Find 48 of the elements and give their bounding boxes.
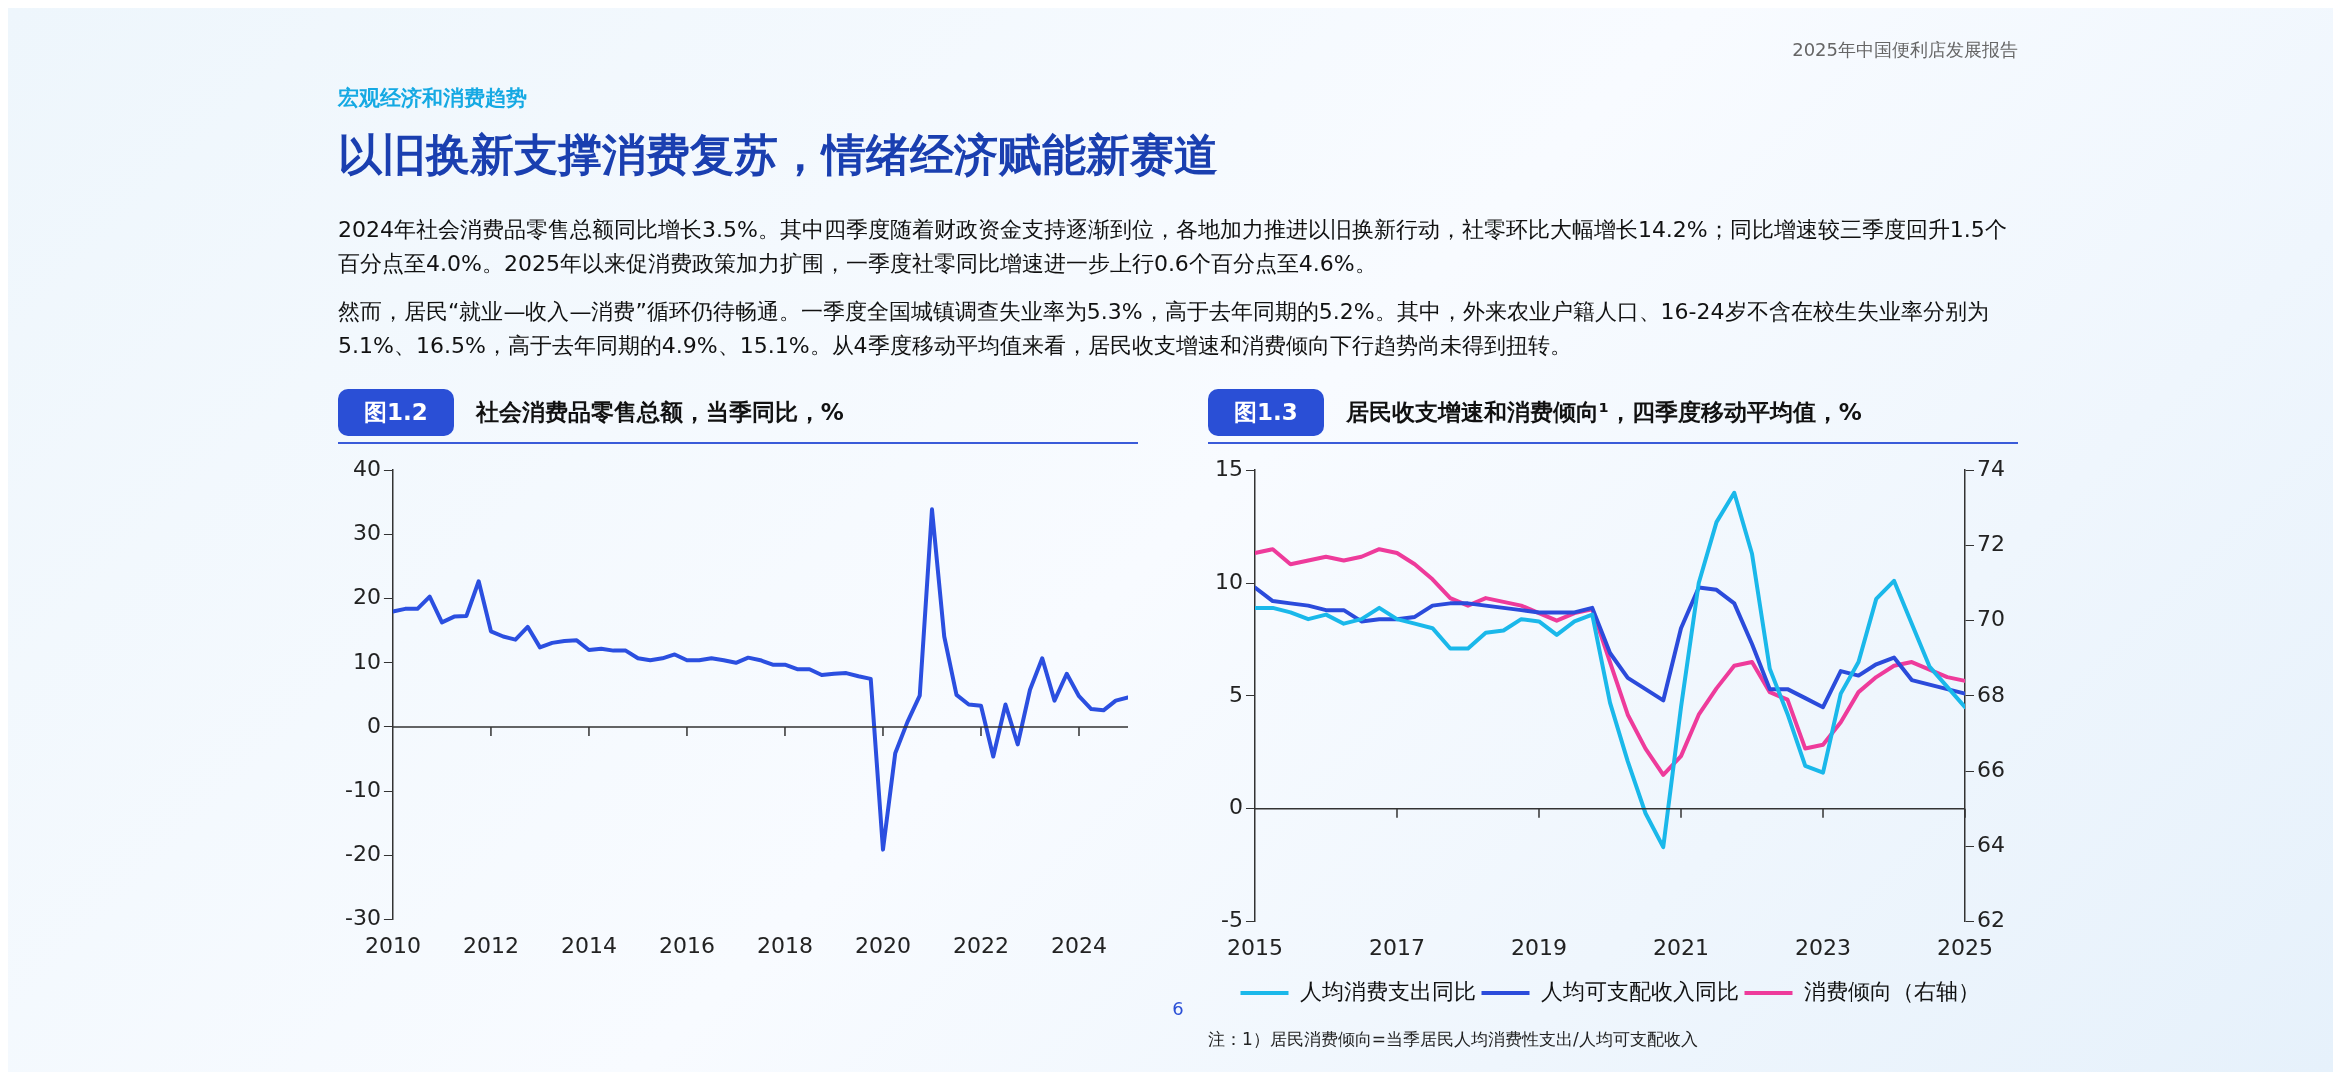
y-tick-label: 40 — [352, 456, 381, 482]
y2-tick-label: 72 — [1977, 531, 2006, 557]
y2-tick-label: 66 — [1977, 757, 2006, 783]
y-tick-label: 0 — [366, 713, 381, 739]
y-tick-label: 15 — [1214, 456, 1243, 482]
y-tick-label: 30 — [352, 520, 381, 546]
legend-label: 人均消费支出同比 — [1299, 979, 1476, 1005]
text: 6 — [1172, 998, 1184, 1019]
x-tick-label: 2021 — [1653, 934, 1709, 960]
caption: 图1.3 — [1208, 389, 1324, 437]
x-tick-label: 2018 — [756, 932, 813, 958]
y2-tick-label: 62 — [1977, 907, 2006, 933]
x-tick-label: 2012 — [462, 932, 519, 958]
x-tick-label: 2024 — [1051, 932, 1107, 958]
legend-label: 消费倾向（右轴） — [1803, 979, 1980, 1005]
chart-title: 居民收支增速和消费倾向¹，四季度移动平均值，% — [1345, 398, 1862, 428]
caption: 图1.2 — [338, 389, 454, 437]
y-tick-label: 20 — [352, 584, 381, 610]
y-tick-label: -20 — [345, 841, 381, 867]
text: 以旧换新支撑消费复苏，情绪经济赋能新赛道 — [338, 128, 1219, 182]
y-tick-label: 0 — [1228, 794, 1243, 820]
x-tick-label: 2022 — [952, 932, 1009, 958]
x-tick-label: 2010 — [364, 932, 421, 958]
y-tick-label: -10 — [345, 777, 381, 803]
x-tick-label: 2015 — [1226, 934, 1283, 960]
y2-tick-label: 64 — [1977, 832, 2006, 858]
y-tick-label: -5 — [1221, 907, 1243, 933]
y-tick-label: 10 — [352, 648, 381, 674]
legend-label: 人均可支配收入同比 — [1540, 979, 1739, 1005]
y-tick-label: 10 — [1214, 569, 1243, 595]
text: 2024年社会消费品零售总额同比增长3.5%。其中四季度随着财政资金支持逐渐到位，各地加力推进以旧换新行动，社零环比大幅增长14.2%；同比增速较三季度回升1.5个百分点至4.0%。2025年以来促消费政策加力扩围，一季度社零同比增速进一步上行0.6个百分点至4.6%。 — [338, 216, 2008, 279]
y-tick-label: -30 — [345, 905, 381, 931]
x-tick-label: 2019 — [1511, 934, 1567, 960]
text: 2025年中国便利店发展报告 — [1792, 38, 2018, 62]
text: 注：1）居民消费倾向=当季居民人均消费性支出/人均可支配收入 — [1208, 1028, 1699, 1052]
x-tick-label: 2017 — [1369, 934, 1425, 960]
y2-tick-label: 68 — [1977, 681, 2006, 707]
text: 宏观经济和消费趋势 — [338, 85, 528, 112]
y2-tick-label: 74 — [1977, 456, 2006, 482]
y-tick-label: 5 — [1228, 681, 1243, 707]
x-tick-label: 2025 — [1937, 934, 1994, 960]
x-tick-label: 2016 — [658, 932, 715, 958]
y2-tick-label: 70 — [1977, 606, 2006, 632]
x-tick-label: 2023 — [1795, 934, 1851, 960]
text: 然而，居民“就业—收入—消费”循环仍待畅通。一季度全国城镇调查失业率为5.3%，高于去年同期的5.2%。其中，外来农业户籍人口、16-24岁不含在校生失业率分别为5.1%、16.5%，高于去年同期的4.9%、15.1%。从4季度移动平均值来看，居民收支增速和消费倾向下行趋势尚未得到扭转。 — [338, 298, 1990, 361]
x-tick-label: 2014 — [560, 932, 617, 958]
chart-title: 社会消费品零售总额，当季同比，% — [475, 398, 844, 428]
x-tick-label: 2020 — [854, 932, 911, 958]
